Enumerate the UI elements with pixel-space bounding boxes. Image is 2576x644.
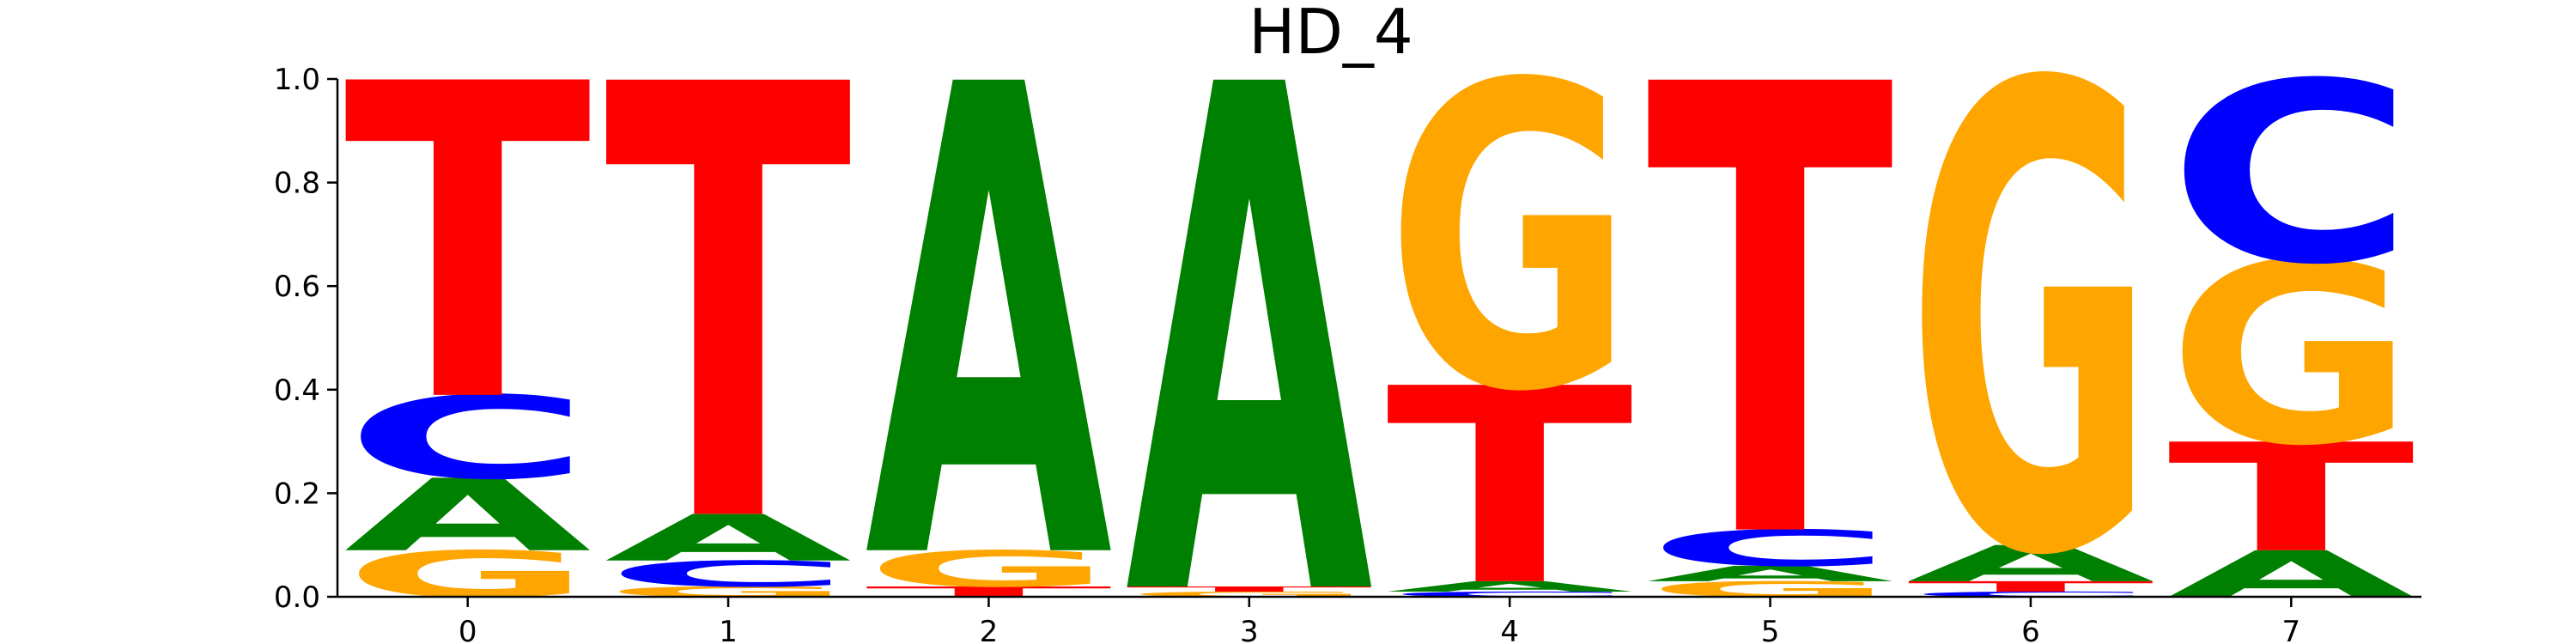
logo-letter-G: G (1126, 590, 1373, 598)
x-tick-label: 0 (459, 615, 477, 644)
x-tick-label: 4 (1500, 615, 1519, 644)
x-axis-ticks: 0 1 2 3 4 5 6 7 (459, 597, 2300, 644)
logo-letter-T: T (605, 0, 854, 644)
logo-letter-A: A (605, 501, 854, 575)
logo-letter-C: C (2167, 31, 2415, 319)
x-tick-label: 5 (1761, 615, 1780, 644)
y-tick-label: 1.0 (274, 63, 320, 97)
axes (336, 79, 2421, 598)
logo-letter-A: A (1386, 579, 1636, 595)
x-tick-label: 2 (980, 615, 999, 644)
logo-letter-G: G (2167, 211, 2415, 500)
y-tick-label: 0.2 (274, 477, 320, 511)
logo-letter-A: A (2167, 538, 2417, 611)
logo-letter-C: C (1907, 590, 2154, 598)
y-tick-label: 0.4 (274, 374, 320, 408)
logo-letter-C: C (605, 554, 852, 595)
logo-letter-A: A (1646, 562, 1896, 586)
logo-letter-A: A (344, 459, 594, 574)
x-tick-label: 1 (719, 615, 738, 644)
chart-title: HD_4 (1249, 0, 1413, 68)
x-tick-label: 3 (1240, 615, 1259, 644)
y-axis-ticks: 0.0 0.2 0.4 0.6 0.8 1.0 (274, 63, 337, 615)
logo-letter-G: G (1386, 0, 1633, 484)
y-tick-label: 0.0 (274, 580, 320, 615)
logo-letter-C: C (1646, 519, 1893, 577)
logo-letter-A: A (865, 0, 1115, 644)
logo-letter-A: A (1126, 0, 1376, 644)
logo-letter-C: C (1386, 590, 1633, 598)
logo-letter-T: T (1907, 579, 2156, 595)
y-tick-label: 0.6 (274, 270, 320, 304)
y-tick-label: 0.8 (274, 167, 320, 201)
x-tick-label: 7 (2281, 615, 2300, 644)
logo-letter-G: G (1907, 0, 2154, 644)
x-tick-label: 6 (2021, 615, 2040, 644)
logo-letter-T: T (1126, 585, 1375, 593)
logo-letter-T: T (1386, 331, 1635, 644)
logo-letter-T: T (344, 0, 593, 497)
logo-letter-T: T (1646, 0, 1895, 644)
logo-letter-G: G (865, 540, 1112, 598)
logo-letter-T: T (2167, 412, 2416, 586)
logo-letter-A: A (1907, 535, 2157, 592)
logo-letter-C: C (344, 373, 592, 505)
